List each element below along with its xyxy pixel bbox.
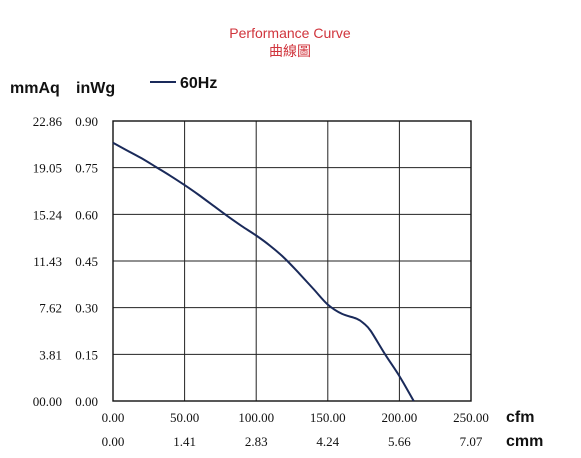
y-tick-secondary-label: 0.90 [75,114,98,129]
series-60hz-line [112,141,415,402]
x-tick-primary-label: 250.00 [453,410,489,425]
x-tick-secondary-label: 5.66 [388,434,411,449]
y-tick-primary-label: 19.05 [33,161,62,176]
x-tick-secondary-label: 2.83 [245,434,268,449]
x-tick-primary-label: 50.00 [170,410,199,425]
y-tick-secondary-label: 0.60 [75,207,98,222]
x-tick-primary-label: 200.00 [382,410,418,425]
chart-title: Performance Curve [229,25,351,41]
x-tick-secondary-label: 4.24 [316,434,339,449]
y-tick-secondary-label: 0.75 [75,161,98,176]
legend-label-60hz: 60Hz [180,75,217,92]
y-tick-secondary-label: 0.15 [75,347,98,362]
x-tick-secondary-label: 0.00 [102,434,125,449]
y-tick-primary-label: 7.62 [39,301,62,316]
y-tick-secondary-label: 0.30 [75,301,98,316]
y-tick-primary-label: 15.24 [33,207,63,222]
tick-labels: 0.00 0.00 50.00 1.41 100.00 2.83 150.00 4.24 200… [33,114,489,449]
x-tick-primary-label: 100.00 [238,410,274,425]
x-tick-secondary-label: 1.41 [173,434,196,449]
chart-subtitle: 曲線圖 [269,43,311,59]
plot-grid [113,121,471,401]
x-tick-secondary-label: 7.07 [460,434,483,449]
y-tick-primary-label: 00.00 [33,394,62,409]
y-tick-primary-label: 11.43 [33,254,62,269]
x-tick-primary-label: 0.00 [102,410,125,425]
y-tick-secondary-label: 0.00 [75,394,98,409]
plot-frame [112,120,472,402]
x-unit-primary-label: cfm [506,409,534,426]
y-unit-secondary-label: inWg [76,80,115,97]
y-tick-secondary-label: 0.45 [75,254,98,269]
y-tick-primary-label: 22.86 [33,114,63,129]
x-tick-primary-label: 150.00 [310,410,346,425]
y-tick-primary-label: 3.81 [39,347,62,362]
x-unit-secondary-label: cmm [506,433,543,450]
y-unit-primary-label: mmAq [10,80,60,97]
